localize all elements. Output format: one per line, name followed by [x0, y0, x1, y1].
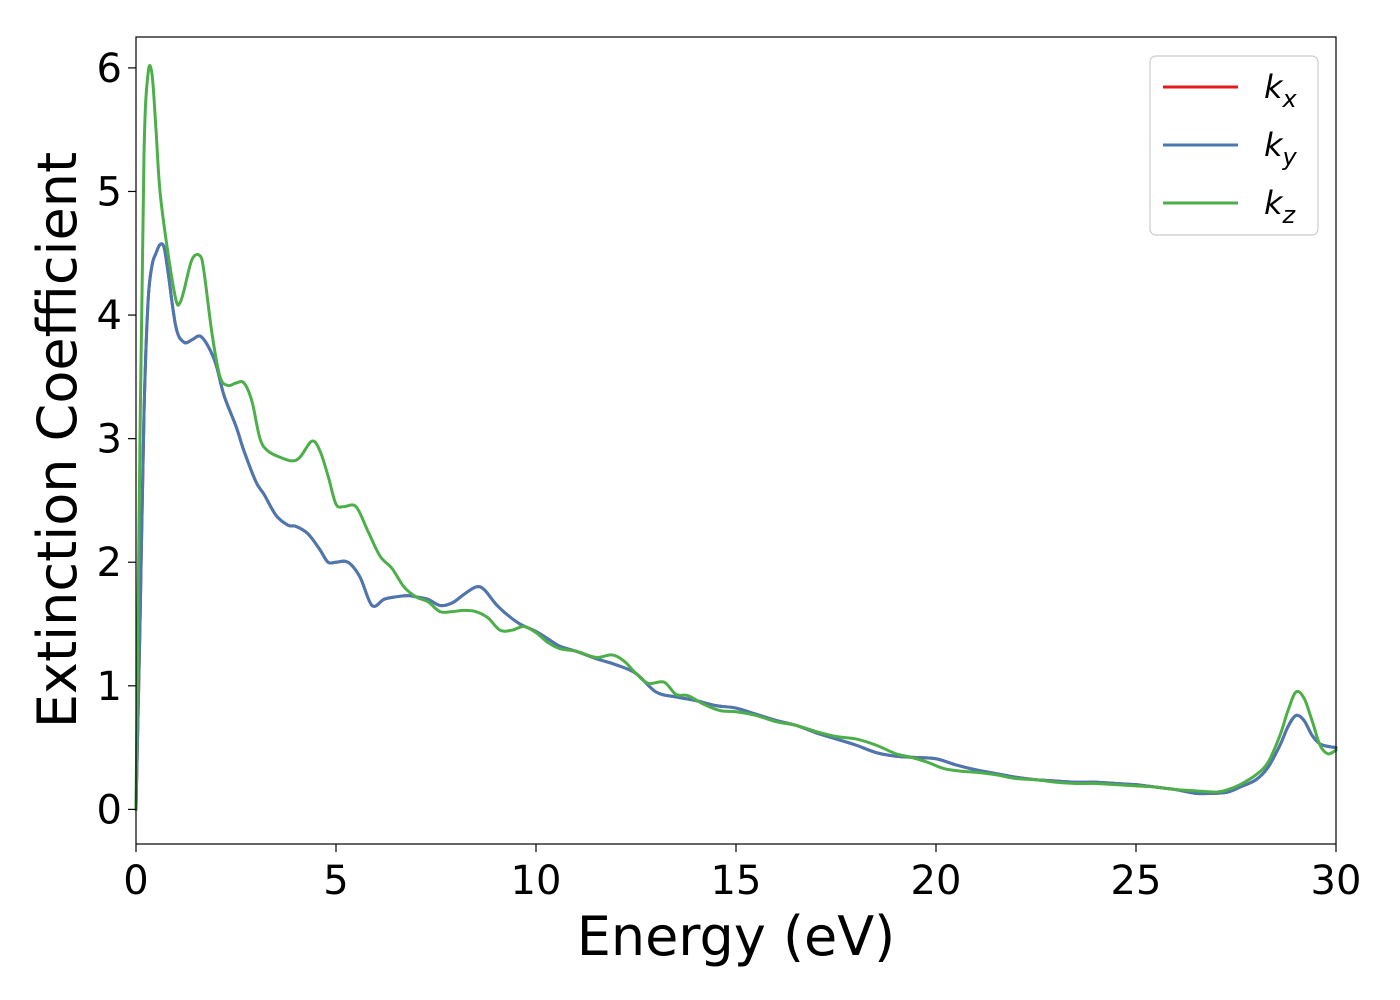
x-axis-title: Energy (eV): [577, 905, 896, 968]
series-line-kz: [134, 64, 1338, 811]
y-tick-label: 5: [97, 169, 122, 215]
y-tick-label: 2: [97, 540, 122, 586]
y-tick-label: 3: [97, 417, 122, 463]
x-tick-label: 10: [511, 858, 562, 904]
y-tick-label: 0: [97, 787, 122, 833]
x-tick-label: 30: [1311, 858, 1362, 904]
series-layer: [134, 64, 1338, 811]
y-tick-label: 6: [97, 46, 122, 92]
x-tick-label: 25: [1111, 858, 1162, 904]
y-tick-label: 4: [97, 293, 122, 339]
x-axis: 0 5 10 15 20 25 30: [123, 844, 1361, 904]
y-axis-title: Extinction Coefficient: [26, 152, 89, 728]
x-tick-label: 15: [711, 858, 762, 904]
x-tick-label: 20: [911, 858, 962, 904]
y-axis: 0 1 2 3 4 5 6: [97, 46, 136, 833]
y-tick-label: 1: [97, 664, 122, 710]
x-tick-label: 0: [123, 858, 148, 904]
x-tick-label: 5: [323, 858, 348, 904]
